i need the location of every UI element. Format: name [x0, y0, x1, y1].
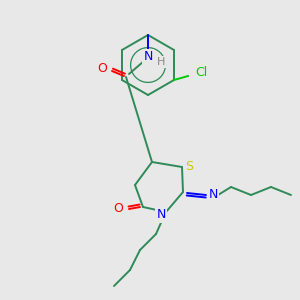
Text: O: O — [97, 61, 107, 74]
Text: S: S — [185, 160, 193, 173]
Text: N: N — [208, 188, 218, 202]
Text: N: N — [156, 208, 166, 221]
Text: Cl: Cl — [195, 65, 207, 79]
Text: N: N — [143, 50, 153, 64]
Text: O: O — [113, 202, 123, 215]
Text: H: H — [157, 57, 165, 67]
